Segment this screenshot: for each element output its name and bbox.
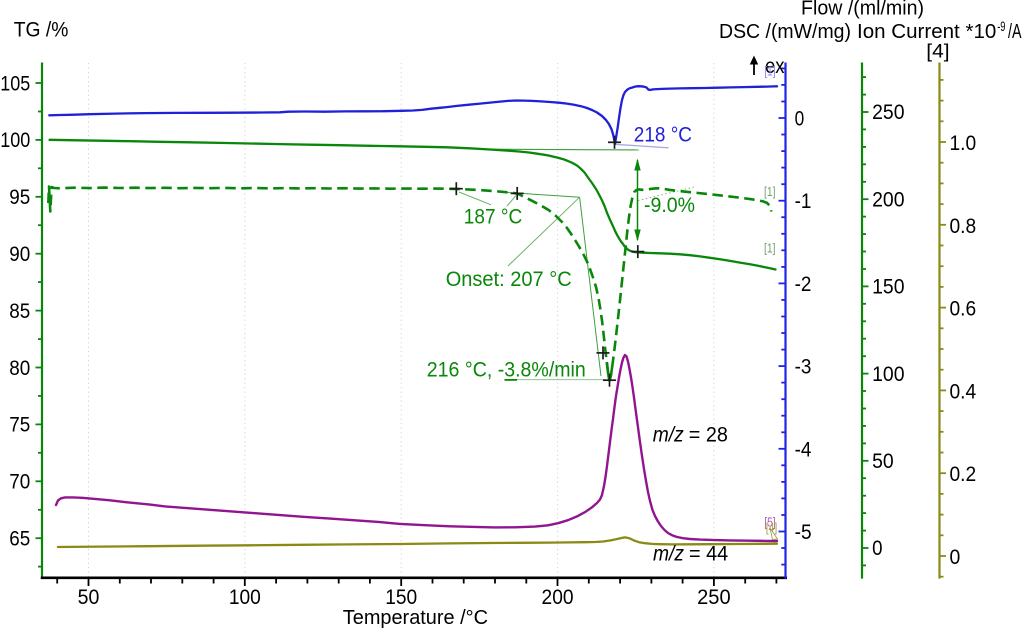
- svg-text:= 28: = 28: [689, 424, 728, 447]
- svg-text:0: 0: [950, 546, 961, 569]
- svg-text:[1]: [1]: [764, 185, 776, 199]
- svg-text:Flow /(ml/min): Flow /(ml/min): [801, 0, 924, 20]
- svg-text:85: 85: [9, 300, 30, 323]
- svg-text:0: 0: [872, 537, 882, 560]
- svg-text:100: 100: [229, 586, 261, 609]
- svg-text:-2: -2: [795, 273, 812, 296]
- svg-text:Temperature /°C: Temperature /°C: [343, 607, 488, 628]
- svg-text:-9.0%: -9.0%: [644, 194, 695, 217]
- svg-text:-3: -3: [795, 356, 812, 379]
- svg-text:250: 250: [697, 586, 731, 609]
- svg-text:[4]: [4]: [766, 521, 778, 535]
- svg-text:m/z: m/z: [653, 543, 684, 566]
- svg-text:DSC /(mW/mg): DSC /(mW/mg): [719, 21, 851, 43]
- svg-text:0.6: 0.6: [950, 298, 977, 321]
- svg-text:216 °C, -3.8%/min: 216 °C, -3.8%/min: [427, 358, 586, 381]
- svg-text:187 °C: 187 °C: [464, 205, 522, 228]
- svg-text:[1]: [1]: [764, 242, 776, 256]
- svg-text:75: 75: [9, 414, 30, 437]
- svg-text:TG /%: TG /%: [14, 18, 69, 41]
- svg-text:105: 105: [0, 72, 30, 95]
- svg-text:Onset: 207 °C: Onset: 207 °C: [446, 268, 572, 291]
- svg-text:80: 80: [9, 357, 30, 380]
- svg-text:0: 0: [795, 108, 805, 131]
- svg-text:[1]: [1]: [764, 65, 776, 79]
- svg-text:ex: ex: [765, 55, 785, 78]
- svg-text:/A: /A: [1008, 21, 1022, 43]
- svg-text:m/z: m/z: [653, 424, 684, 447]
- svg-text:Ion Current *10: Ion Current *10: [857, 21, 996, 43]
- svg-text:50: 50: [872, 450, 894, 473]
- svg-text:-9: -9: [997, 18, 1005, 34]
- svg-text:100: 100: [0, 129, 30, 152]
- svg-text:65: 65: [9, 528, 30, 551]
- svg-text:[4]: [4]: [926, 42, 949, 63]
- svg-text:[5]: [5]: [764, 516, 776, 530]
- svg-text:0.2: 0.2: [950, 463, 977, 486]
- svg-text:200: 200: [542, 586, 574, 609]
- svg-text:250: 250: [872, 101, 904, 124]
- svg-text:1.0: 1.0: [950, 132, 977, 155]
- svg-text:-1: -1: [795, 190, 812, 213]
- svg-text:50: 50: [78, 586, 100, 609]
- svg-text:90: 90: [9, 243, 30, 266]
- svg-text:-5: -5: [795, 521, 812, 544]
- svg-text:95: 95: [9, 186, 30, 209]
- svg-text:100: 100: [872, 363, 904, 386]
- svg-text:= 44: = 44: [689, 543, 728, 566]
- svg-text:-4: -4: [795, 438, 812, 461]
- svg-text:150: 150: [872, 276, 904, 299]
- svg-text:150: 150: [385, 586, 417, 609]
- svg-text:218 °C: 218 °C: [634, 124, 692, 147]
- svg-text:200: 200: [872, 188, 904, 211]
- svg-text:0.4: 0.4: [950, 380, 977, 403]
- svg-text:70: 70: [9, 471, 30, 494]
- svg-text:0.8: 0.8: [950, 215, 977, 238]
